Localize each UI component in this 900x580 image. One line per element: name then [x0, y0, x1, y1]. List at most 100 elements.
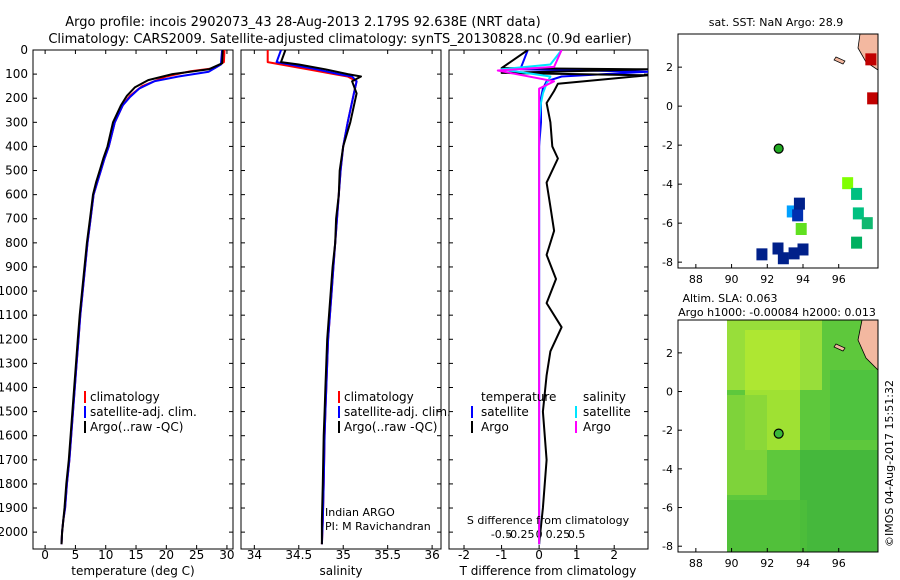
x-tick-label: 30 — [219, 548, 234, 562]
header-line-1: Argo profile: incois 2902073_43 28-Aug-2… — [65, 15, 540, 30]
y-tick-label: 0 — [666, 100, 673, 113]
y-tick-label: 1000 — [0, 284, 28, 298]
x-tick-label: 90 — [725, 273, 739, 286]
x-tick-label: 96 — [832, 557, 846, 570]
y-tick-label: 600 — [5, 188, 28, 202]
sst-cell — [851, 187, 863, 200]
y-tick-label: 2 — [666, 347, 673, 360]
x-tick-label: 15 — [128, 548, 143, 562]
sst-cell — [861, 217, 873, 230]
y-tick-label: 200 — [5, 91, 28, 105]
series-line — [500, 50, 648, 545]
series-line — [60, 50, 224, 545]
sst-cell — [793, 197, 805, 210]
x-tick-label: 35.5 — [374, 548, 401, 562]
sla-patch-east — [830, 370, 878, 440]
sla-map-title-1: Altim. SLA: 0.063 — [682, 292, 777, 305]
y-tick-label: 1700 — [0, 453, 28, 467]
y-tick-label: -8 — [662, 256, 673, 269]
x-tick-label: 0 — [535, 548, 543, 562]
series-group — [60, 50, 226, 545]
sla-heatmap — [727, 320, 878, 552]
header-line-2: Climatology: CARS2009. Satellite-adjuste… — [48, 32, 631, 47]
y-tick-label: 1400 — [0, 380, 28, 394]
x-tick-label: 5 — [72, 548, 80, 562]
temperature-legend: climatology satellite-adj. clim. Argo(..… — [84, 390, 197, 434]
legend-label-argo: Argo(..raw -QC) — [344, 420, 437, 434]
y-tick-label: 1800 — [0, 477, 28, 491]
sla-map-title-2: Argo h1000: -0.00084 h2000: 0.013 — [678, 306, 876, 319]
legend-label-climatology: climatology — [90, 390, 160, 404]
x2-tick-label: 0.5 — [568, 528, 586, 541]
sst-cell — [795, 223, 807, 235]
y-tick-label: 800 — [5, 236, 28, 250]
y-tick-label: 1600 — [0, 429, 28, 443]
sst-cell — [842, 177, 854, 190]
x-tick-label: 35 — [336, 548, 351, 562]
x-tick-label: 88 — [689, 557, 703, 570]
x-tick-label: 96 — [832, 273, 846, 286]
series-line — [500, 50, 563, 545]
x2-tick-label: -0.25 — [506, 528, 534, 541]
difference-xlabel: T difference from climatology — [459, 564, 637, 578]
argo-position-markers — [773, 143, 784, 439]
x-tick-label: -2 — [458, 548, 470, 562]
series-line — [275, 50, 358, 545]
y-tick-label: 500 — [5, 164, 28, 178]
sst-map-title: sat. SST: NaN Argo: 28.9 — [709, 16, 843, 29]
y-tick-label: 1900 — [0, 501, 28, 515]
x-tick-label: 10 — [98, 548, 113, 562]
plot-frame — [240, 49, 442, 550]
series-line — [60, 50, 224, 545]
y-tick-label: 2 — [666, 61, 673, 74]
x-tick-label: 1 — [573, 548, 581, 562]
sst-cell — [851, 236, 863, 249]
difference-panel: -2 -1 0 1 2-0.5-0.25 0 0.250.5 — [448, 49, 649, 562]
x-tick-label: 92 — [760, 557, 774, 570]
plot-frame — [32, 49, 234, 550]
sst-cell — [792, 209, 804, 222]
legend-label-sal-satellite: satellite — [583, 405, 631, 419]
x-tick-label: 34.5 — [285, 548, 312, 562]
sst-cell — [756, 248, 768, 261]
y-tick-label: -2 — [662, 424, 673, 437]
x-tick-label: 34 — [247, 548, 262, 562]
x-tick-label: 94 — [796, 557, 810, 570]
sst-cell — [865, 53, 877, 66]
y-tick-label: -2 — [662, 139, 673, 152]
legend-label-temp-argo: Argo — [481, 420, 509, 434]
sst-cell — [852, 207, 864, 220]
y-tick-label: -6 — [662, 217, 673, 230]
x2-tick-label: -0.5 — [491, 528, 512, 541]
salinity-panel: 34 34.5 35 35.5 36 — [240, 49, 442, 562]
sst-cell — [867, 92, 878, 105]
island-sst-map — [833, 56, 846, 65]
map-axes: 88 90 92 94 96 -8 -6 -4 -2 0 2 88 90 92 94 96 -8 -6 -4 -2 0 2 — [662, 33, 879, 570]
y-tick-label: 0 — [20, 43, 28, 57]
credit-line-1: Indian ARGO — [325, 506, 395, 519]
series-line — [280, 50, 362, 545]
legend-header-salinity: salinity — [583, 390, 626, 404]
legend-label-satellite: satellite-adj. clim. — [90, 405, 197, 419]
y-tick-label: 0 — [666, 386, 673, 399]
sst-cells — [756, 53, 878, 265]
series-line — [496, 50, 563, 545]
plot-frame — [448, 49, 649, 550]
y-tick-label: -4 — [662, 178, 673, 191]
sst-cell — [788, 247, 800, 260]
sst-cell — [777, 252, 789, 265]
x-tick-label: 94 — [796, 273, 810, 286]
y-tick-label: 700 — [5, 212, 28, 226]
credit-line-2: PI: M Ravichandran — [325, 520, 431, 533]
difference-top-axis-title: S difference from climatology — [467, 514, 630, 527]
argo-position-marker — [773, 143, 784, 154]
series-line — [266, 50, 358, 545]
y-tick-label: 1500 — [0, 405, 28, 419]
legend-label-temp-satellite: satellite — [481, 405, 529, 419]
sla-patch-west — [727, 395, 767, 495]
map-frame — [677, 319, 879, 553]
series-group — [496, 50, 648, 545]
y-tick-label: -6 — [662, 502, 673, 515]
series-group — [266, 50, 362, 545]
